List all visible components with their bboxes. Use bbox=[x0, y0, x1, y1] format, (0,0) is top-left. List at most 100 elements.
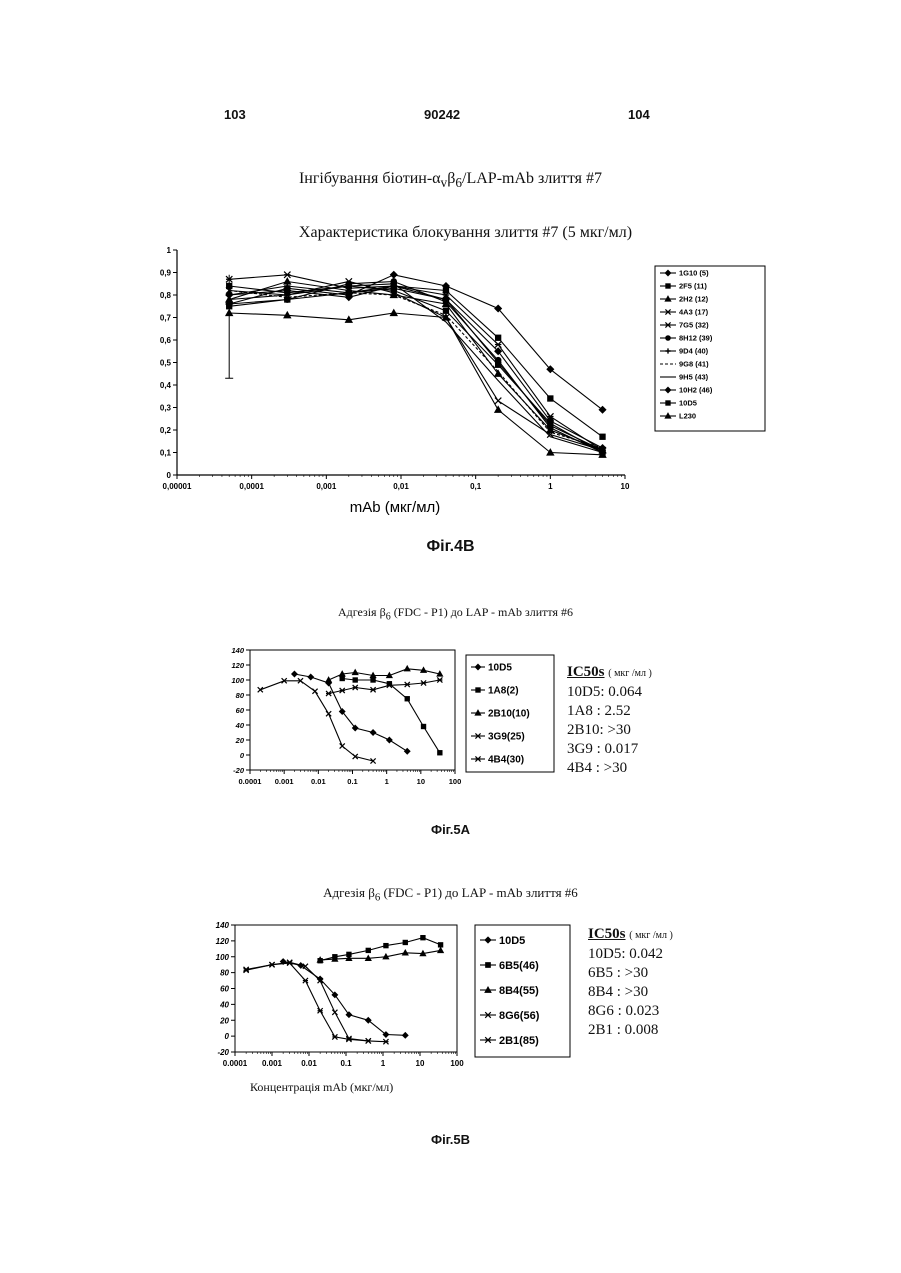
fig4b-point bbox=[391, 272, 397, 278]
fig5a-point bbox=[405, 682, 410, 687]
fig4b-legend-label: 9G8 (41) bbox=[679, 360, 709, 369]
fig5a-legend-label: 10D5 bbox=[488, 663, 512, 674]
fig5b-x-tick-label: 100 bbox=[450, 1059, 464, 1068]
fig5b-ic50-row: 8B4 : >30 bbox=[588, 983, 673, 1002]
fig4b-series-line bbox=[229, 313, 602, 455]
fig5a-point bbox=[340, 676, 344, 680]
fig5a-point bbox=[326, 711, 331, 716]
fig4b-y-tick-label: 0,7 bbox=[160, 314, 172, 323]
fig5a-ic50-row: 3G9 : 0.017 bbox=[567, 740, 652, 759]
fig5b-caption: Фіг.5В bbox=[0, 1132, 901, 1147]
fig4b-heading: Інгібування біотин-αvβ6/LAP-mAb злиття #… bbox=[0, 170, 901, 191]
fig5a-point bbox=[353, 670, 358, 675]
fig4b-point bbox=[285, 297, 290, 302]
fig4b-y-tick-label: 0,4 bbox=[160, 381, 172, 390]
fig5b-point bbox=[366, 1038, 371, 1043]
fig4b-x-tick-label: 0,00001 bbox=[163, 482, 192, 491]
fig4b-x-tick-label: 10 bbox=[621, 482, 630, 491]
fig5a-point bbox=[353, 678, 357, 682]
fig5b-point bbox=[384, 944, 388, 948]
fig5a-series-0 bbox=[292, 671, 410, 753]
fig4b-series-line bbox=[229, 286, 602, 437]
fig5b-point bbox=[332, 1034, 337, 1039]
fig5b-point bbox=[318, 1008, 323, 1013]
fig5a-chart-title: Адгезія β6 (FDC - P1) до LAP - mAb злитт… bbox=[0, 605, 901, 622]
fig4b-legend-marker bbox=[666, 284, 670, 288]
fig4b-point bbox=[443, 308, 448, 313]
fig5b-point bbox=[244, 968, 249, 973]
fig5a-chart: -200204060801001201400.00010.0010.010.11… bbox=[210, 640, 590, 795]
fig4b-x-tick-label: 0,001 bbox=[316, 482, 337, 491]
fig5b-x-tick-label: 1 bbox=[381, 1059, 386, 1068]
fig4b-point bbox=[443, 288, 448, 293]
fig5b-series-line bbox=[246, 963, 386, 1042]
fig5a-point bbox=[353, 685, 358, 690]
fig5a-point bbox=[405, 749, 410, 754]
fig5a-x-tick-label: 0.01 bbox=[311, 777, 326, 786]
fig5b-ic50-row: 8G6 : 0.023 bbox=[588, 1002, 673, 1021]
fig4b-legend bbox=[655, 266, 765, 431]
fig5a-x-tick-label: 1 bbox=[385, 777, 389, 786]
fig5b-y-tick-label: 120 bbox=[216, 937, 230, 946]
fig4b-point bbox=[496, 335, 501, 340]
fig5a-point bbox=[370, 687, 375, 692]
fig5b-series-line bbox=[283, 962, 405, 1036]
fig4b-y-tick-label: 0,2 bbox=[160, 426, 172, 435]
fig4b-legend-label: L230 bbox=[679, 412, 696, 421]
fig4b-y-tick-label: 1 bbox=[167, 246, 172, 255]
fig5b-x-tick-label: 0.0001 bbox=[223, 1059, 248, 1068]
fig5b-point bbox=[403, 950, 408, 955]
fig5b-legend-label: 10D5 bbox=[499, 935, 525, 947]
fig5a-point bbox=[340, 688, 345, 693]
fig5a-point bbox=[326, 691, 331, 696]
fig4b-legend-label: 2F5 (11) bbox=[679, 282, 707, 291]
fig5b-series-3 bbox=[244, 960, 371, 1044]
fig4b-point bbox=[600, 434, 605, 439]
fig5a-y-tick-label: 120 bbox=[231, 661, 244, 670]
fig5a-point bbox=[387, 673, 392, 678]
fig5a-x-tick-label: 0.1 bbox=[347, 777, 357, 786]
fig5b-legend-label: 2B1(85) bbox=[499, 1035, 539, 1047]
fig4b-legend-marker bbox=[666, 401, 670, 405]
fig5a-y-tick-label: 40 bbox=[235, 721, 245, 730]
fig5b-x-tick-label: 0.1 bbox=[340, 1059, 352, 1068]
fig5a-point bbox=[421, 680, 426, 685]
fig5a-x-tick-label: 0.001 bbox=[275, 777, 294, 786]
fig4b-y-tick-label: 0,8 bbox=[160, 291, 172, 300]
fig4b-y-tick-label: 0,5 bbox=[160, 359, 172, 368]
fig4b-x-tick-label: 0,0001 bbox=[239, 482, 264, 491]
fig4b-point bbox=[284, 272, 290, 278]
fig5a-x-tick-label: 10 bbox=[417, 777, 425, 786]
fig5a-y-tick-label: 60 bbox=[236, 706, 245, 715]
fig5b-legend-label: 6B5(46) bbox=[499, 960, 539, 972]
fig5b-series-0 bbox=[281, 959, 408, 1038]
fig5b-series-line bbox=[246, 962, 368, 1041]
fig5b-point bbox=[438, 948, 443, 953]
fig5a-point bbox=[370, 730, 375, 735]
fig5b-x-tick-label: 10 bbox=[416, 1059, 425, 1068]
fig4b-point bbox=[495, 341, 501, 347]
fig5a-series-3 bbox=[258, 678, 376, 763]
fig4b-point bbox=[495, 407, 501, 413]
fig5a-point bbox=[405, 666, 410, 671]
fig5a-ic50-row: 1A8 : 2.52 bbox=[567, 702, 652, 721]
page-number-left: 103 bbox=[224, 107, 246, 122]
fig4b-point bbox=[346, 317, 352, 323]
fig5a-point bbox=[292, 671, 297, 676]
fig5a-point bbox=[370, 673, 375, 678]
fig4b-y-tick-label: 0,6 bbox=[160, 336, 172, 345]
fig5a-point bbox=[421, 668, 426, 673]
fig5b-y-tick-label: 100 bbox=[216, 953, 230, 962]
fig5a-point bbox=[387, 737, 392, 742]
fig5b-point bbox=[366, 956, 371, 961]
fig5a-ic50-heading: IC50s bbox=[567, 664, 605, 680]
fig5a-ic50-row: 4B4 : >30 bbox=[567, 759, 652, 778]
fig5a-point bbox=[312, 689, 317, 694]
fig5b-ic50-unit: ( мкг /мл ) bbox=[629, 930, 673, 941]
fig4b-legend-label: 1G10 (5) bbox=[679, 269, 709, 278]
fig5b-point bbox=[421, 936, 425, 940]
fig4b-chart: 00,10,20,30,40,50,60,70,80,910,000010,00… bbox=[150, 240, 800, 525]
fig4b-y-tick-label: 0,1 bbox=[160, 449, 172, 458]
fig5a-point bbox=[438, 751, 442, 755]
fig4b-legend-label: 10H2 (46) bbox=[679, 386, 713, 395]
